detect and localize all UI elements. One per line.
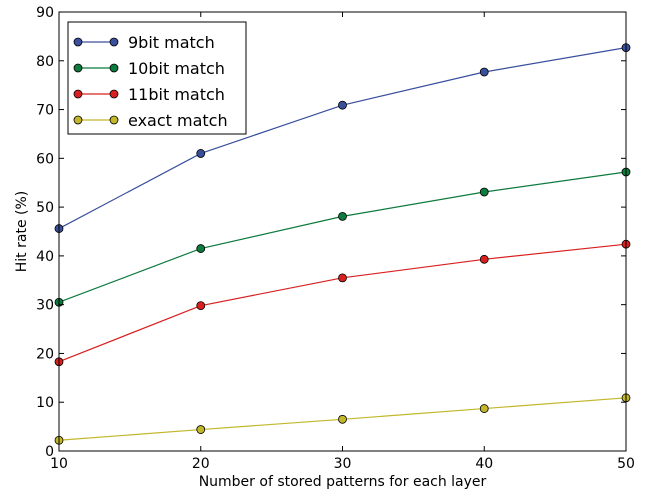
y-tick-label: 50 [36,200,54,216]
data-point [196,425,206,434]
legend-marker [73,37,83,47]
y-tick-label: 40 [36,249,54,265]
data-point [479,254,489,264]
data-point [479,187,489,197]
y-tick-label: 0 [45,444,54,460]
y-tick-label: 70 [36,103,54,119]
data-point [196,301,206,311]
data-point [479,404,489,413]
data-point [338,414,347,424]
legend-marker [109,89,119,99]
y-tick-label: 30 [36,298,54,314]
legend-label: 9bit match [128,33,215,52]
x-tick-label: 10 [50,456,68,472]
data-point [196,149,206,158]
legend-marker [73,63,83,73]
legend-marker [109,63,119,73]
legend-marker [109,115,119,125]
legend-label: 10bit match [128,59,225,78]
y-tick-label: 80 [36,54,54,70]
x-tick-label: 40 [475,456,493,472]
x-axis-label: Number of stored patterns for each layer [199,474,487,490]
series-layer [54,43,631,445]
x-tick-label: 20 [192,456,210,472]
legend-label: exact match [128,111,228,130]
y-tick-label: 20 [36,346,54,362]
legend: 9bit match 10bit match 11bit match exact ma… [67,21,247,135]
legend-box [67,21,247,135]
y-tick-label: 90 [36,5,54,21]
y-tick-label: 10 [36,395,54,411]
data-point [338,100,347,110]
legend-marker [73,115,83,125]
x-tick-label: 30 [334,456,352,472]
data-point [338,273,347,283]
y-tick-label: 60 [36,151,54,167]
y-axis-label: Hit rate (%) [14,191,30,272]
legend-label: 11bit match [128,85,225,104]
legend-marker [109,37,119,47]
data-point [479,67,489,77]
series-line-2 [58,243,627,363]
legend-marker [73,89,83,99]
series-line-1 [58,171,627,303]
x-tick-label: 50 [617,456,635,472]
data-point [196,244,206,253]
data-point [338,211,347,221]
